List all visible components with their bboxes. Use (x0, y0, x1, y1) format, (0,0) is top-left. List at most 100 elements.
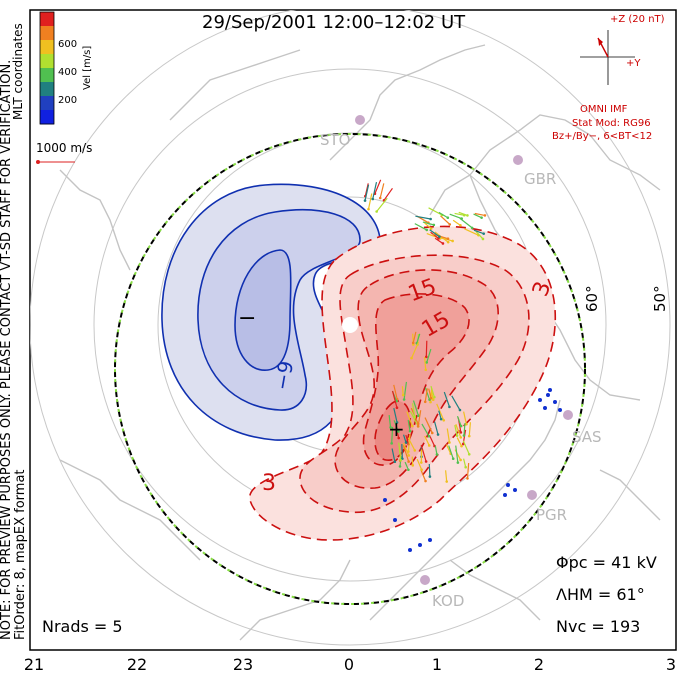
colorbar-segment (40, 68, 54, 83)
velocity-vector (443, 391, 451, 408)
vector-origin (424, 368, 428, 372)
vector-origin (439, 417, 443, 421)
velocity-vector (411, 341, 420, 359)
lat-label-50: 50° (651, 285, 669, 312)
velocity-vector (401, 386, 404, 396)
vector-origin (407, 450, 410, 453)
vector-origin (417, 414, 420, 418)
velocity-vector (402, 434, 407, 443)
vector-origin (451, 239, 454, 243)
vector-origin (407, 468, 410, 472)
station-label-sto: STO (320, 131, 351, 149)
fit-order-note: FitOrder: 8, mapEX format (13, 469, 28, 640)
velocity-vector (403, 381, 408, 400)
vector-origin (446, 237, 450, 241)
vector-origin (395, 406, 399, 410)
velocity-vector (434, 445, 438, 455)
colorbar-segment (40, 12, 54, 27)
imf-z-label: +Z (20 nT) (610, 14, 665, 25)
coastline (59, 44, 661, 641)
vector-origin (451, 457, 455, 461)
velocity-vector (463, 411, 468, 425)
preview-note: NOTE: FOR PREVIEW PURPOSES ONLY. PLEASE … (0, 60, 14, 640)
vector-origin (401, 457, 404, 460)
vector-origin (371, 197, 375, 201)
mlt-tick-2: 2 (534, 655, 544, 674)
station-label-kod: KOD (432, 592, 464, 610)
colorbar-tick-400: 400 (58, 67, 77, 78)
velocity-vector (430, 390, 434, 400)
vector-origin (432, 223, 436, 227)
velocity-vector (424, 222, 432, 230)
vector-origin (481, 237, 485, 241)
vector-origin (407, 454, 411, 457)
colorbar-segment (40, 110, 54, 125)
vector-origin (428, 398, 431, 401)
velocity-vector (446, 428, 451, 443)
vector-scale-label: 1000 m/s (36, 141, 92, 155)
vector-origin (438, 235, 441, 238)
velocity-vector (423, 357, 427, 370)
vector-origin (456, 461, 460, 464)
stat-n-rads: Nrads = 5 (42, 617, 123, 636)
low-velocity-point (538, 398, 542, 402)
velocity-colorbar (40, 12, 54, 125)
vector-origin (420, 468, 423, 472)
velocity-vector (404, 461, 409, 470)
colorbar-segment (40, 82, 54, 97)
velocity-vector (425, 340, 428, 357)
velocity-vector (424, 387, 431, 400)
velocity-vector (456, 415, 462, 427)
vector-origin (459, 424, 463, 428)
velocity-vector (402, 445, 410, 462)
vector-origin (465, 422, 468, 426)
vector-origin (427, 444, 431, 447)
velocity-vector (475, 231, 484, 240)
vector-origin (435, 453, 439, 456)
velocity-vector (466, 462, 470, 479)
mlt-tick-0: 0 (344, 655, 354, 674)
vector-origin (413, 415, 417, 419)
vector-origin (448, 223, 452, 226)
velocity-vectors (363, 179, 562, 552)
velocity-vector (455, 424, 462, 438)
velocity-vector (407, 419, 411, 432)
vector-origin (390, 442, 393, 445)
imf-source: OMNI IMF (580, 104, 628, 115)
vector-origin (431, 398, 435, 402)
vector-origin (424, 460, 428, 463)
vector-origin (445, 480, 449, 483)
velocity-vector (436, 403, 445, 421)
vector-origin (482, 232, 486, 235)
velocity-vector (473, 213, 482, 219)
velocity-vector (367, 193, 373, 210)
velocity-vector (452, 219, 461, 226)
velocity-vector (412, 331, 417, 343)
velocity-vector (372, 182, 378, 200)
velocity-vector (430, 385, 435, 398)
vector-origin (411, 464, 415, 467)
vector-origin (389, 426, 392, 429)
velocity-vector (438, 410, 442, 420)
velocity-vector (379, 183, 385, 199)
vector-origin (467, 434, 471, 438)
velocity-vector (426, 348, 432, 363)
velocity-vector (424, 435, 430, 446)
velocity-vector (393, 420, 399, 432)
velocity-vector (412, 400, 420, 416)
vector-origin (428, 475, 432, 478)
velocity-vector (420, 469, 427, 482)
velocity-vector (448, 445, 454, 459)
vector-origin (462, 434, 466, 437)
velocity-vector (445, 444, 452, 455)
vector-origin (413, 449, 417, 452)
velocity-vector (401, 444, 403, 459)
low-velocity-point (506, 483, 510, 487)
vector-origin (429, 217, 432, 221)
low-velocity-point (513, 488, 517, 492)
vector-origin (411, 424, 414, 428)
low-velocity-point (428, 538, 432, 542)
velocity-vector (411, 403, 416, 417)
vector-origin (430, 431, 434, 435)
vector-origin (402, 398, 406, 401)
